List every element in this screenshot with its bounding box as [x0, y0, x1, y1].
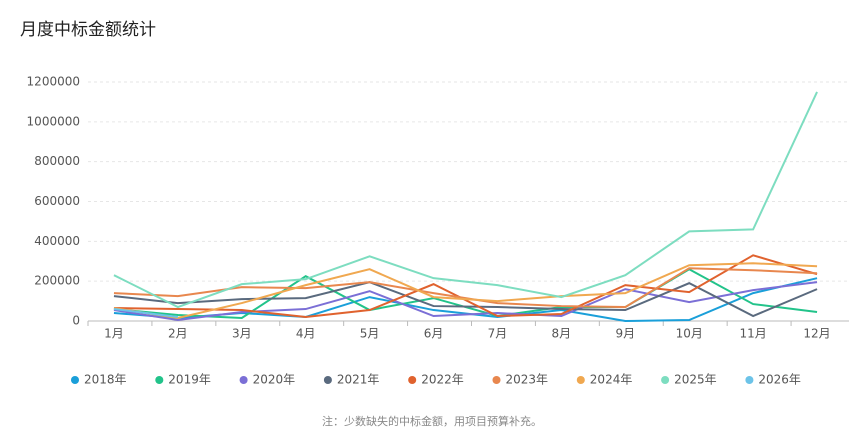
x-tick-label: 2月 [168, 327, 188, 341]
legend-swatch [323, 376, 332, 384]
x-tick-label: 12月 [803, 327, 830, 341]
x-tick-label: 5月 [360, 327, 380, 341]
chart-title: 月度中标金额统计 [20, 20, 156, 40]
series-line [113, 262, 818, 320]
legend-swatch [492, 376, 501, 384]
legend-label: 2024年 [590, 373, 633, 387]
legend-label: 2022年 [421, 373, 464, 387]
legend-label: 2020年 [253, 373, 296, 387]
legend-swatch [576, 376, 585, 384]
x-tick-label: 3月 [232, 327, 252, 341]
y-tick-label: 1200000 [27, 75, 80, 89]
legend-swatch [661, 376, 670, 384]
series-line [113, 308, 178, 319]
legend-label: 2023年 [506, 373, 549, 387]
legend-label: 2019年 [168, 373, 211, 387]
y-tick-label: 800000 [34, 154, 80, 168]
x-tick-label: 6月 [424, 327, 444, 341]
legend-label: 2021年 [337, 373, 380, 387]
legend-label: 2018年 [84, 373, 127, 387]
note: 注：少数缺失的中标金额，用项目预算补充。 [322, 414, 542, 428]
y-tick-label: 0 [72, 314, 80, 328]
x-tick-label: 1月 [104, 327, 124, 341]
legend-swatch [71, 376, 79, 384]
y-tick-label: 600000 [34, 194, 80, 208]
legend-swatch [239, 376, 248, 384]
series-line [113, 91, 818, 309]
x-tick-label: 8月 [552, 327, 572, 341]
x-tick-label: 7月 [488, 327, 508, 341]
x-tick-label: 10月 [676, 327, 703, 341]
legend-label: 2026年 [758, 373, 801, 387]
legend-label: 2025年 [674, 373, 717, 387]
y-tick-label: 400000 [34, 234, 80, 248]
legend-swatch [155, 376, 164, 384]
legend-swatch [408, 376, 417, 384]
y-tick-label: 200000 [34, 274, 80, 288]
x-tick-label: 11月 [739, 327, 766, 341]
x-tick-label: 9月 [615, 327, 635, 341]
series-line [113, 281, 818, 318]
legend-swatch [745, 376, 754, 384]
x-tick-label: 4月 [296, 327, 316, 341]
y-tick-label: 1000000 [27, 114, 80, 128]
series-line [113, 281, 818, 322]
